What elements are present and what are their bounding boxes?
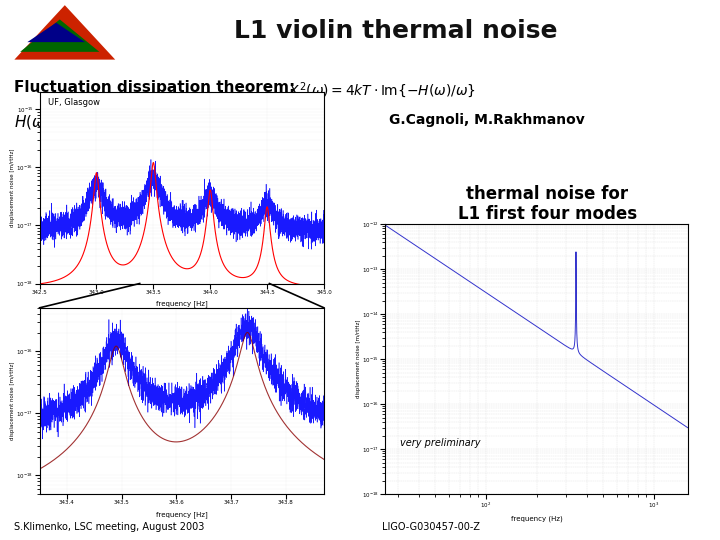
Polygon shape bbox=[14, 5, 115, 59]
X-axis label: frequency [Hz]: frequency [Hz] bbox=[156, 300, 207, 307]
Text: $H(\omega)$ obtained from Glasgow model:: $H(\omega)$ obtained from Glasgow model: bbox=[14, 113, 320, 132]
X-axis label: frequency (Hz): frequency (Hz) bbox=[510, 515, 562, 522]
Text: UF, Glasgow: UF, Glasgow bbox=[48, 98, 100, 106]
Text: L1 violin thermal noise: L1 violin thermal noise bbox=[234, 19, 558, 43]
Text: very preliminary: very preliminary bbox=[400, 437, 481, 448]
Text: G.Cagnoli, M.Rakhmanov: G.Cagnoli, M.Rakhmanov bbox=[389, 113, 585, 127]
X-axis label: frequency [Hz]: frequency [Hz] bbox=[156, 511, 207, 518]
Text: S.Klimenko, LSC meeting, August 2003: S.Klimenko, LSC meeting, August 2003 bbox=[14, 522, 204, 531]
Y-axis label: displacement noise [m/rtHz]: displacement noise [m/rtHz] bbox=[356, 320, 361, 399]
Text: thermal noise for
L1 first four modes: thermal noise for L1 first four modes bbox=[458, 185, 636, 224]
Polygon shape bbox=[20, 19, 99, 52]
Y-axis label: displacement noise [m/rtHz]: displacement noise [m/rtHz] bbox=[10, 362, 15, 440]
Text: Fluctuation dissipation theorem:: Fluctuation dissipation theorem: bbox=[14, 80, 296, 96]
Text: LIGO-G030457-00-Z: LIGO-G030457-00-Z bbox=[382, 522, 480, 531]
Y-axis label: displacement noise [m/rtHz]: displacement noise [m/rtHz] bbox=[10, 148, 15, 227]
Text: $X^2(\omega) = 4kT \cdot \mathrm{Im}\left\{-H(\omega)/\omega\right\}$: $X^2(\omega) = 4kT \cdot \mathrm{Im}\lef… bbox=[288, 80, 476, 100]
Polygon shape bbox=[27, 23, 85, 42]
